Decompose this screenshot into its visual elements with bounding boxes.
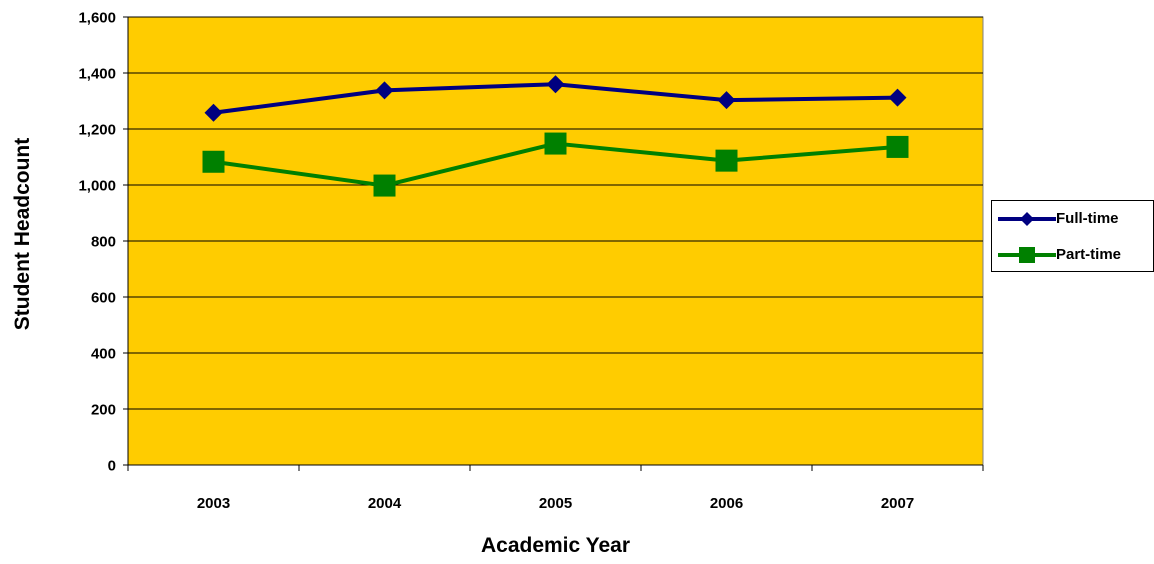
y-tick-label: 1,200 xyxy=(78,122,116,139)
data-point-full-time xyxy=(888,88,907,107)
legend-swatch-part-time xyxy=(998,247,1056,263)
legend-label-full-time: Full-time xyxy=(1056,210,1119,227)
data-point-part-time xyxy=(715,149,738,172)
x-tick-label: 2004 xyxy=(368,495,402,512)
x-axis-title: Academic Year xyxy=(481,534,630,557)
data-point-part-time xyxy=(373,174,396,197)
y-tick-label: 1,400 xyxy=(78,66,116,83)
x-tick-label: 2005 xyxy=(539,495,572,512)
data-point-full-time xyxy=(204,103,223,122)
data-point-part-time xyxy=(202,150,225,173)
data-point-full-time xyxy=(375,81,394,100)
data-point-part-time xyxy=(886,135,909,158)
legend: Full-time Part-time xyxy=(991,200,1154,272)
y-tick-label: 200 xyxy=(91,402,116,419)
x-tick-label: 2006 xyxy=(710,495,743,512)
series-part-time xyxy=(202,132,909,197)
series-full-time xyxy=(204,75,907,122)
data-point-full-time xyxy=(546,75,565,94)
legend-label-part-time: Part-time xyxy=(1056,246,1122,263)
y-tick-label: 400 xyxy=(91,346,116,363)
legend-marker-part-time xyxy=(1019,247,1035,263)
x-tick-label: 2007 xyxy=(881,495,914,512)
y-tick-label: 600 xyxy=(91,290,116,307)
data-point-full-time xyxy=(717,91,736,110)
legend-item-full-time: Full-time xyxy=(992,209,1152,229)
y-tick-label: 0 xyxy=(108,458,116,475)
y-tick-label: 1,000 xyxy=(78,178,116,195)
legend-marker-full-time xyxy=(1020,212,1034,226)
x-tick-label: 2003 xyxy=(197,495,230,512)
legend-item-part-time: Part-time xyxy=(992,245,1152,265)
y-tick-label: 1,600 xyxy=(78,10,116,27)
y-axis-title: Student Headcount xyxy=(11,138,34,331)
y-tick-label: 800 xyxy=(91,234,116,251)
legend-swatch-full-time xyxy=(998,212,1056,226)
data-point-part-time xyxy=(544,132,567,155)
